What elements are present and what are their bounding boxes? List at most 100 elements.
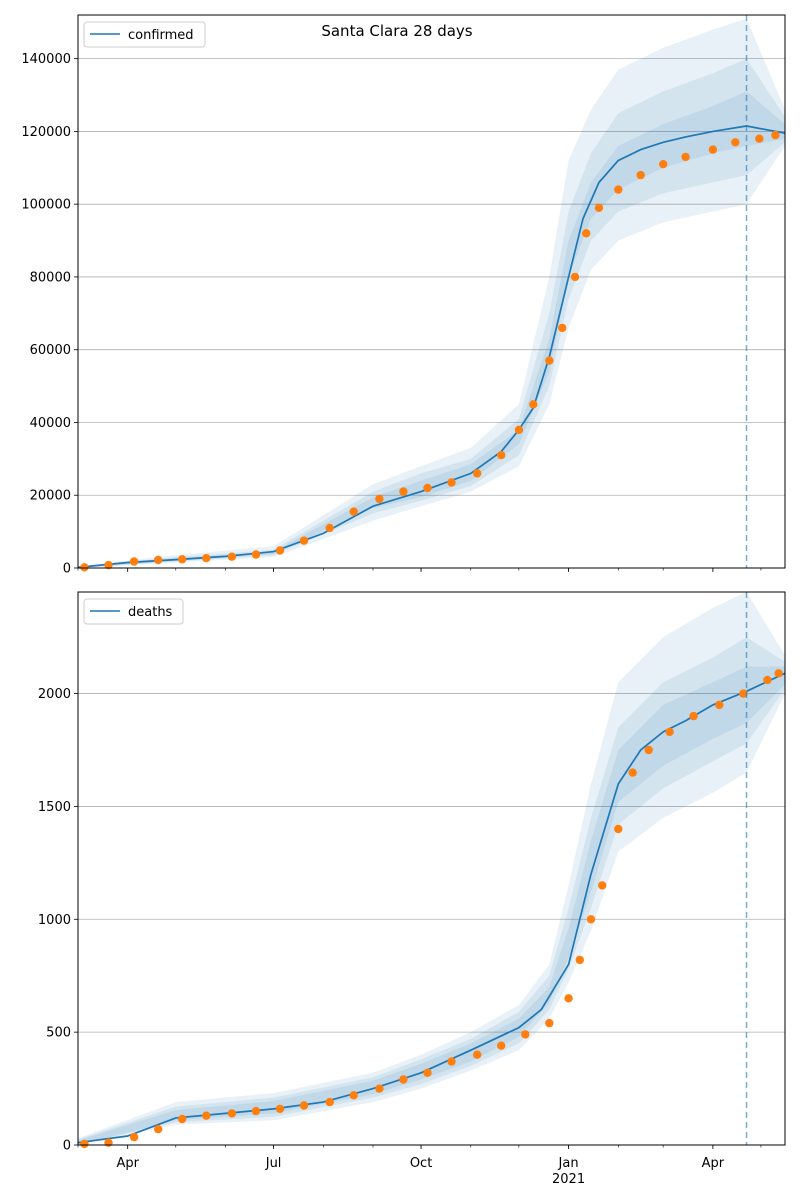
legend-label-deaths: deaths [128, 605, 173, 620]
observed-point [628, 768, 637, 777]
y-tick-label: 40000 [30, 416, 71, 431]
observed-point [423, 1068, 432, 1078]
y-tick-label: 1500 [38, 800, 71, 815]
observed-point [774, 669, 783, 678]
y-tick-label: 0 [63, 562, 71, 577]
legend-deaths: deaths [83, 598, 184, 625]
y-tick-label: 120000 [21, 125, 71, 140]
y-tick-label: 2000 [38, 687, 71, 702]
legend-box [83, 21, 206, 48]
observed-point [582, 229, 591, 238]
x-tick-label: Jan [558, 1156, 579, 1171]
chart-title: Santa Clara 28 days [321, 22, 472, 40]
observed-point [399, 487, 408, 496]
observed-point [227, 1109, 237, 1118]
observed-point [178, 1114, 187, 1124]
plot-frame-confirmed [77, 14, 786, 569]
observed-point [154, 1125, 163, 1134]
uncertainty-band [78, 58, 785, 568]
grid-confirmed [78, 58, 785, 496]
observed-point [275, 546, 285, 555]
observed-point [497, 1041, 506, 1050]
y-tick-label: 1000 [38, 913, 71, 928]
observed-point [202, 554, 211, 563]
uncertainty-band [78, 637, 785, 1145]
observed-point [763, 675, 772, 685]
observed-point [251, 550, 261, 559]
observed-point [129, 1132, 139, 1142]
observed-point [299, 1101, 309, 1110]
observed-point [771, 130, 780, 140]
observed-point [586, 915, 596, 924]
legend-confirmed: confirmed [83, 21, 206, 48]
plot-area-deaths [78, 592, 785, 1145]
observed-point [636, 170, 645, 180]
observed-point [349, 507, 358, 516]
chart-confirmed: 020000400006000080000100000120000140000 … [21, 14, 786, 577]
legend-box [83, 598, 184, 625]
observed-points-confirmed [80, 130, 780, 572]
observed-point [708, 145, 718, 154]
observed-point [178, 555, 187, 564]
observed-point [659, 160, 668, 169]
observed-point [227, 552, 237, 561]
observed-point [154, 555, 163, 565]
y-axis-deaths: 0 500 1000 1500 2000 [38, 687, 78, 1154]
observed-point [447, 1057, 456, 1066]
observed-point [423, 483, 432, 493]
uncertainty-band [78, 18, 785, 569]
observed-point [375, 494, 384, 504]
x-tick-sublabel: 2021 [552, 1172, 585, 1187]
plot-area-confirmed [78, 15, 785, 568]
observed-point [325, 1097, 334, 1107]
observed-point [529, 400, 538, 409]
observed-point [80, 563, 89, 572]
observed-point [545, 356, 554, 365]
x-tick-label: Jul [265, 1156, 282, 1171]
observed-point [614, 185, 623, 194]
observed-point [731, 138, 740, 147]
y-axis-confirmed: 0 20000 40000 60000 80000 100000 120000 140000 [21, 52, 78, 577]
observed-point [644, 745, 653, 755]
observed-point [80, 1139, 89, 1149]
observed-point [689, 711, 698, 721]
observed-point [614, 824, 623, 834]
uncertainty-band [78, 592, 785, 1145]
observed-point [349, 1091, 358, 1100]
y-tick-label: 60000 [30, 343, 71, 358]
x-tick-label: Apr [702, 1156, 725, 1171]
observed-point [375, 1084, 384, 1093]
plot-frame-deaths [77, 591, 786, 1146]
observed-point [275, 1104, 285, 1114]
observed-point [575, 955, 584, 965]
observed-point [251, 1106, 261, 1116]
observed-point [202, 1111, 211, 1120]
observed-point [681, 152, 690, 162]
observed-point [104, 1138, 113, 1147]
observed-point [299, 536, 309, 545]
observed-point [570, 272, 580, 282]
bands-confirmed [78, 18, 785, 569]
uncertainty-band [78, 666, 785, 1145]
y-tick-label: 0 [63, 1139, 71, 1154]
observed-point [521, 1030, 530, 1039]
observed-point [545, 1018, 554, 1028]
observed-point [594, 203, 604, 212]
y-tick-label: 80000 [30, 270, 71, 285]
y-tick-label: 140000 [21, 52, 71, 67]
observed-point [715, 700, 724, 710]
observed-point [129, 557, 139, 566]
uncertainty-band [78, 91, 785, 569]
observed-point [473, 1050, 482, 1059]
y-tick-label: 100000 [21, 198, 71, 213]
observed-point [755, 134, 764, 143]
observed-point [399, 1075, 408, 1084]
y-tick-label: 20000 [30, 489, 71, 504]
y-tick-label: 500 [46, 1026, 71, 1041]
observed-point [739, 689, 748, 698]
observed-point [564, 994, 573, 1003]
observed-point [447, 478, 456, 487]
